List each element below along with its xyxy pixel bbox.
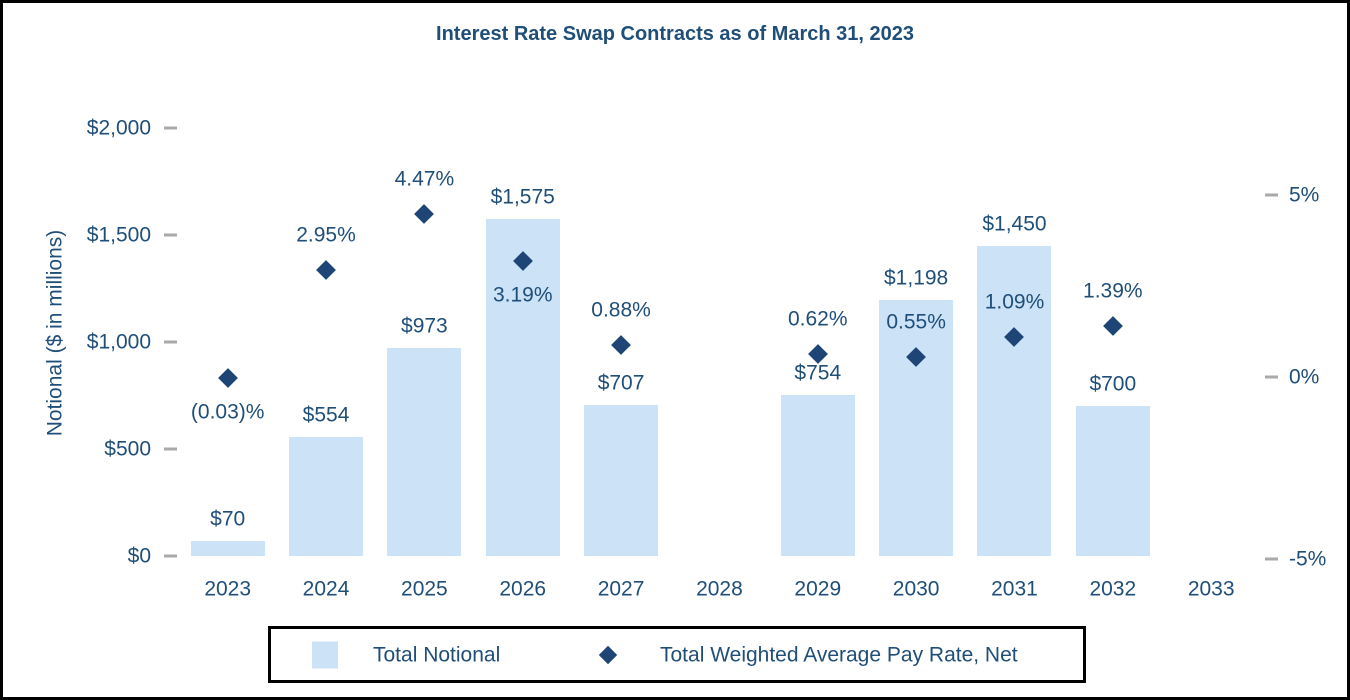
right-tick-label: -5% — [1289, 547, 1327, 571]
x-tick-label-2032: 2032 — [1089, 577, 1137, 601]
rate-marker-2027 — [611, 335, 631, 355]
bar-2026 — [485, 218, 560, 556]
rate-label-2023: (0.03)% — [190, 400, 265, 424]
bar-value-label-2023: $70 — [210, 507, 246, 531]
bar-2030 — [879, 299, 954, 556]
x-tick-label-2029: 2029 — [794, 577, 842, 601]
bar-2027 — [584, 404, 659, 556]
x-tick-label-2028: 2028 — [696, 577, 743, 601]
rate-label-2032: 1.39% — [1083, 279, 1143, 303]
left-tick-dash — [164, 233, 177, 237]
bar-value-label-2024: $554 — [302, 403, 350, 427]
rate-label-2030: 0.55% — [886, 310, 946, 334]
x-tick-label-2023: 2023 — [204, 577, 252, 601]
rate-label-2027: 0.88% — [591, 298, 651, 322]
x-tick-label-2027: 2027 — [597, 577, 645, 601]
rate-label-2024: 2.95% — [296, 223, 356, 247]
legend-label-total-notional: Total Notional — [373, 643, 501, 666]
bar-2029 — [780, 394, 855, 556]
right-tick-dash — [1265, 557, 1278, 561]
bar-value-label-2030: $1,198 — [884, 266, 949, 290]
left-tick-dash — [164, 447, 177, 451]
x-tick-label-2031: 2031 — [991, 577, 1038, 601]
total-notional-swatch-icon — [312, 641, 338, 668]
rate-label-2026: 3.19% — [492, 283, 553, 307]
right-tick-label: 0% — [1289, 365, 1320, 389]
bar-2032 — [1075, 406, 1150, 556]
left-tick-dash — [164, 126, 177, 130]
rate-marker-2023 — [217, 368, 238, 388]
left-tick-dash — [164, 554, 177, 558]
rate-marker-2032 — [1102, 316, 1123, 337]
bar-value-label-2025: $973 — [401, 314, 448, 338]
right-tick-dash — [1265, 193, 1278, 197]
bar-value-label-2027: $707 — [597, 371, 645, 395]
bar-value-label-2031: $1,450 — [982, 212, 1047, 236]
left-tick-label: $1,500 — [86, 223, 151, 247]
chart-title: Interest Rate Swap Contracts as of March… — [436, 23, 914, 45]
right-tick-label: 5% — [1289, 183, 1320, 207]
bar-2031 — [977, 245, 1052, 556]
x-tick-label-2026: 2026 — [499, 577, 547, 601]
x-tick-label-2033: 2033 — [1187, 577, 1235, 601]
left-tick-label: $2,000 — [86, 116, 151, 140]
bar-2025 — [387, 347, 462, 556]
bar-value-label-2032: $700 — [1089, 372, 1137, 396]
x-tick-label-2024: 2024 — [302, 577, 350, 601]
left-tick-label: $500 — [104, 437, 151, 461]
rate-marker-2025 — [414, 204, 435, 225]
rate-label-2029: 0.62% — [787, 307, 848, 331]
pay-rate-diamond-icon — [598, 645, 618, 664]
legend: Total Notional Total Weighted Average Pa… — [268, 626, 1086, 683]
legend-label-pay-rate: Total Weighted Average Pay Rate, Net — [660, 643, 1018, 666]
bar-2023 — [190, 541, 265, 556]
left-tick-dash — [164, 340, 177, 344]
right-tick-dash — [1265, 375, 1278, 379]
bar-value-label-2026: $1,575 — [490, 185, 555, 209]
rate-marker-2024 — [316, 259, 336, 280]
x-tick-label-2030: 2030 — [892, 577, 940, 601]
rate-label-2025: 4.47% — [394, 167, 455, 191]
left-tick-label: $1,000 — [86, 330, 151, 354]
x-tick-label-2025: 2025 — [401, 577, 448, 601]
bar-2024 — [289, 437, 364, 556]
rate-label-2031: 1.09% — [984, 290, 1045, 314]
left-tick-label: $0 — [127, 544, 151, 568]
bar-value-label-2029: $754 — [794, 361, 842, 385]
